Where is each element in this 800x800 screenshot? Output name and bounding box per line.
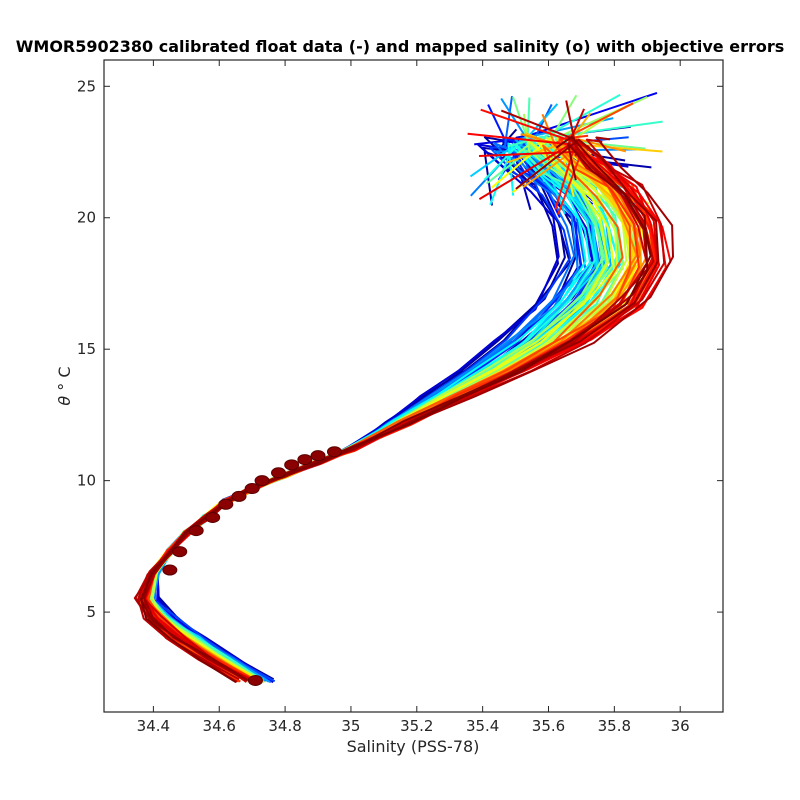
mapped-salinity-point [284,459,300,471]
profile-line [139,135,652,684]
mapped-points-layer [162,446,342,686]
mapped-salinity-point [297,454,313,466]
y-tick-label: 20 [77,209,96,227]
x-axis: 34.4 34.6 34.8 35 35.2 35.4 35.6 35.8 36 [137,60,690,735]
x-tick-label: 35.8 [598,717,631,735]
y-axis-label-unit: ° C [55,366,74,390]
mapped-salinity-point [244,483,260,495]
y-tick-label: 10 [77,472,96,490]
x-tick-label: 35.4 [466,717,499,735]
mapped-salinity-point [271,467,287,479]
y-axis-label: θ ° C [55,366,74,405]
mapped-salinity-point [310,450,326,462]
x-axis-label: Salinity (PSS-78) [347,737,480,756]
chart-title: WMOR5902380 calibrated float data (-) an… [16,37,785,56]
x-tick-label: 34.4 [137,717,170,735]
x-tick-label: 34.8 [268,717,301,735]
mapped-salinity-point [218,498,234,510]
y-tick-label: 25 [77,77,96,95]
mapped-salinity-point [231,490,247,502]
y-tick-label: 15 [77,340,96,358]
y-axis-label-symbol: θ [55,396,74,406]
mapped-salinity-point [247,674,263,686]
mapped-salinity-point [205,511,221,523]
x-tick-label: 35.6 [532,717,565,735]
y-tick-label: 5 [86,603,96,621]
mapped-salinity-point [254,475,270,487]
plot-area [104,60,723,712]
y-axis: 5 10 15 20 25 [77,77,723,621]
x-tick-label: 34.6 [203,717,236,735]
x-tick-label: 35.2 [400,717,433,735]
mapped-salinity-point [188,525,204,537]
mapped-salinity-point [172,546,188,558]
plot-frame [103,59,724,713]
mapped-salinity-point [162,564,178,576]
x-tick-label: 36 [671,717,690,735]
series-layer [133,91,674,684]
x-tick-label: 35 [341,717,360,735]
mapped-salinity-point [326,446,342,458]
